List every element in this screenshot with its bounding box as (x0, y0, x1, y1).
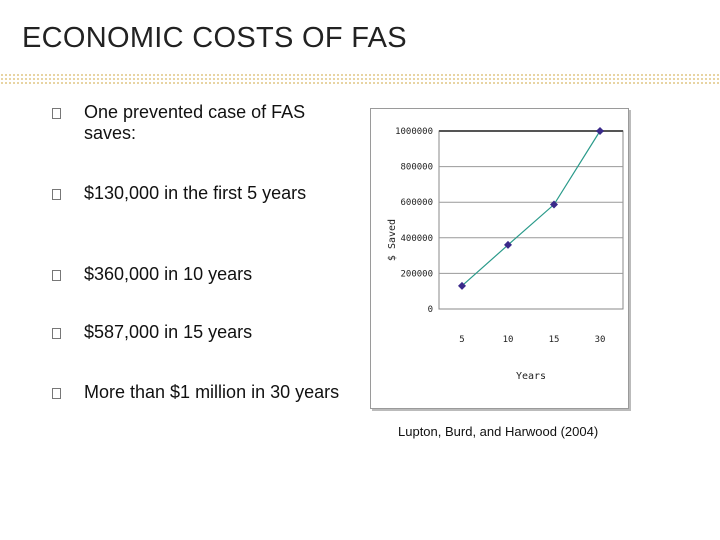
y-tick-label: 400000 (400, 234, 433, 244)
chart-svg: 0 200000 400000 600000 800000 1000000 5 10 15 30 Y… (387, 127, 624, 382)
bullet-text: One prevented case of FAS saves: (84, 102, 306, 143)
x-axis-label: Years (516, 371, 546, 382)
y-tick-label: 1000000 (395, 127, 433, 137)
bullet-text: More than $1 million in 30 years (84, 382, 340, 402)
title-divider (0, 73, 720, 85)
bullet-text: $587,000 in 15 years (84, 322, 253, 342)
data-point (458, 281, 466, 290)
data-point (596, 127, 604, 135)
slide-title: ECONOMIC COSTS OF FAS (22, 22, 407, 54)
bullet-box-icon (52, 388, 61, 399)
y-tick-label: 0 (428, 305, 433, 315)
bullet-box-icon (52, 328, 61, 339)
bullet-box-icon (52, 270, 61, 281)
bullet-box-icon (52, 108, 61, 119)
y-tick-label: 600000 (400, 198, 433, 208)
y-tick-label: 200000 (400, 269, 433, 279)
bullet-text: $360,000 in 10 years (84, 264, 253, 284)
x-tick-label: 30 (595, 335, 606, 345)
y-tick-label: 800000 (400, 163, 433, 173)
savings-chart: 0 200000 400000 600000 800000 1000000 5 10 15 30 Y… (370, 108, 629, 409)
x-tick-label: 15 (549, 335, 560, 345)
data-point (504, 240, 512, 249)
data-point (550, 200, 558, 209)
bullet-text: $130,000 in the first 5 years (84, 183, 307, 203)
bullet-box-icon (52, 189, 61, 200)
x-tick-label: 5 (459, 335, 464, 345)
y-axis-label: $ Saved (387, 219, 398, 261)
series-line (461, 130, 601, 287)
x-tick-label: 10 (503, 335, 514, 345)
citation: Lupton, Burd, and Harwood (2004) (398, 424, 599, 439)
